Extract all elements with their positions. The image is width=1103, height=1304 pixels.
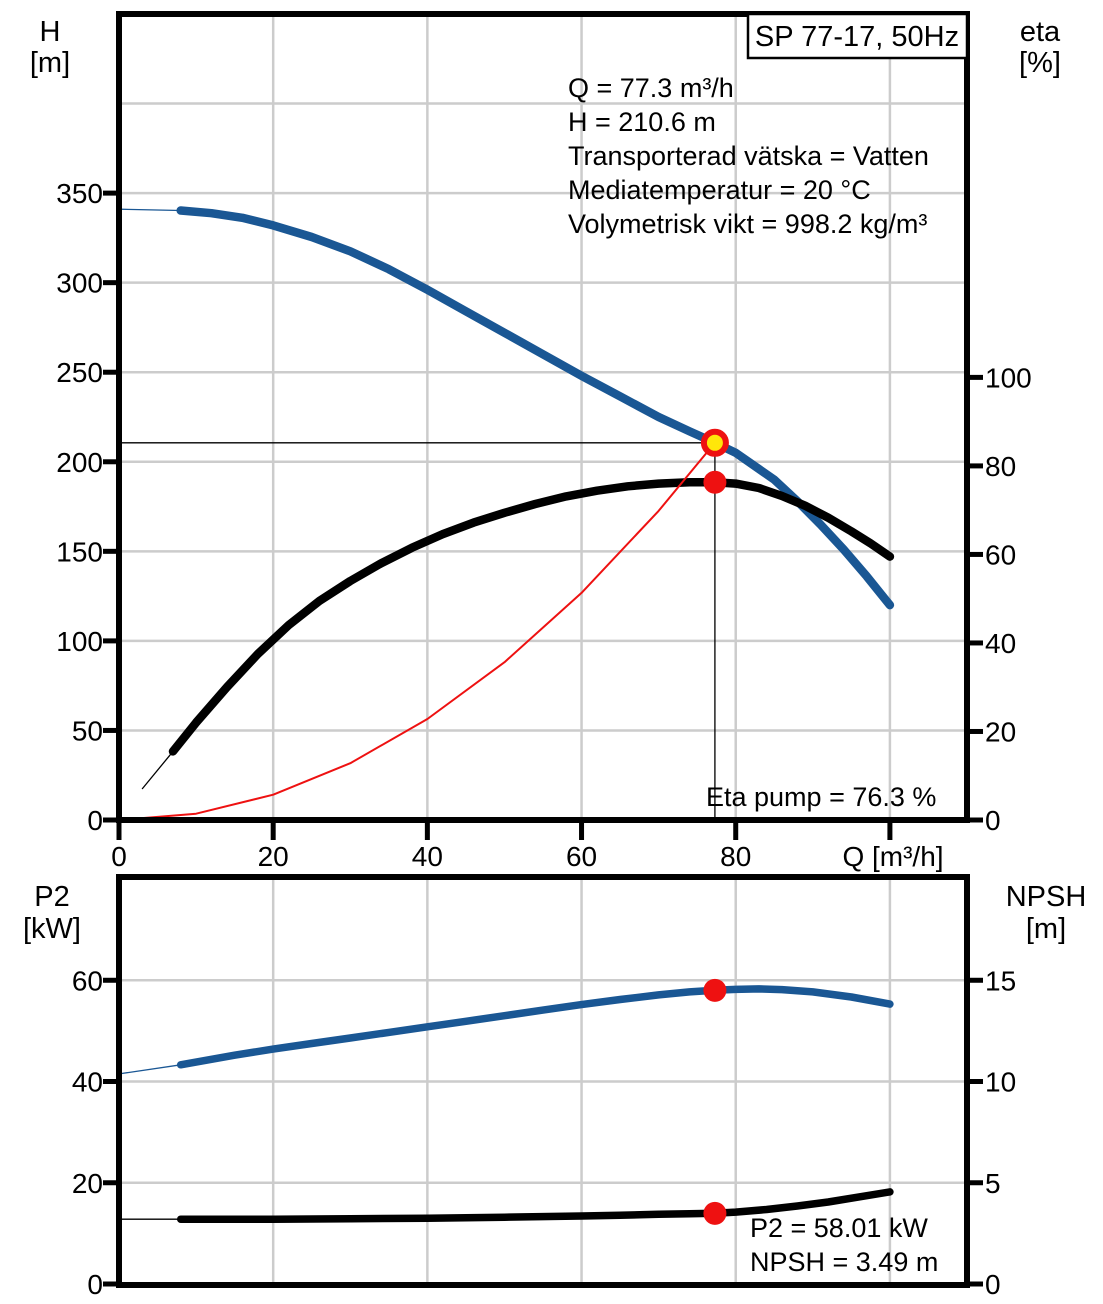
right-tick-label: 10 [985, 1067, 1016, 1098]
top-gridlines [119, 14, 967, 820]
info-line-h: H = 210.6 m [568, 107, 716, 137]
p2-axis-unit: [kW] [23, 913, 81, 945]
top-tick-labels: 0 50 100 150 200 250 300 350 0 20 40 60 80 100 0 20 40 60… [56, 178, 1031, 872]
left-tick-label: 150 [56, 536, 103, 567]
top-ticks [103, 190, 983, 840]
bottom-ticks [103, 977, 983, 1287]
top-markers [700, 428, 729, 494]
efficiency-curve [168, 478, 895, 756]
q-axis-label: Q [m³/h] [842, 841, 943, 872]
bottom-chart: 0 20 40 60 0 5 10 15 P2 [kW] NPSH [m] P2 = 58.0… [23, 874, 1087, 1300]
top-plot-border [116, 11, 970, 823]
npsh-curve [176, 1188, 894, 1223]
left-tick-label: 350 [56, 178, 103, 209]
left-tick-label: 50 [72, 715, 103, 746]
top-helper-lines [119, 442, 716, 820]
bottom-markers [703, 978, 727, 1225]
top-curves [119, 206, 895, 820]
operating-point-marker [700, 428, 729, 457]
efficiency-point-dot [703, 470, 727, 494]
left-tick-label: 40 [72, 1067, 103, 1098]
left-tick-label: 60 [72, 965, 103, 996]
npsh-axis-unit: [m] [1026, 913, 1066, 945]
pump-title-box [746, 12, 969, 60]
eta-axis-title: eta [1020, 16, 1061, 48]
x-tick-label: 0 [111, 841, 127, 872]
h-axis-title: H [40, 16, 61, 48]
info-line-density: Volymetrisk vikt = 998.2 kg/m³ [568, 209, 927, 239]
info-line-liquid: Transporterad vätska = Vatten [568, 141, 929, 171]
right-tick-label: 40 [985, 628, 1016, 659]
right-tick-label: 15 [985, 965, 1016, 996]
right-tick-label: 80 [985, 451, 1016, 482]
p2-curve-tail [119, 1064, 181, 1075]
eta-pump-label: Eta pump = 76.3 % [706, 782, 936, 812]
left-tick-label: 100 [56, 626, 103, 657]
bottom-tick-labels: 0 20 40 60 0 5 10 15 [72, 965, 1016, 1300]
right-tick-label: 5 [985, 1168, 1001, 1199]
left-tick-label: 250 [56, 357, 103, 388]
p2-curve [176, 985, 894, 1069]
left-tick-label: 300 [56, 268, 103, 299]
info-line-temp: Mediatemperatur = 20 °C [568, 175, 871, 205]
bottom-curves [119, 985, 894, 1223]
duty-info-block: Q = 77.3 m³/h H = 210.6 m Transporterad … [568, 73, 929, 239]
left-tick-label: 20 [72, 1168, 103, 1199]
x-tick-label: 20 [258, 841, 289, 872]
right-tick-label: 60 [985, 539, 1016, 570]
left-tick-label: 0 [87, 805, 103, 836]
left-tick-label: 200 [56, 447, 103, 478]
p2-point-dot [703, 978, 727, 1002]
h-axis-unit: [m] [30, 47, 70, 79]
left-tick-label: 0 [87, 1269, 103, 1300]
efficiency-curve-tail [141, 750, 174, 790]
right-tick-label: 100 [985, 362, 1032, 393]
system-curve [119, 441, 716, 820]
right-tick-label: 0 [985, 1269, 1001, 1300]
npsh-axis-title: NPSH [1006, 881, 1087, 913]
p2-axis-title: P2 [34, 881, 69, 913]
pump-title: SP 77-17, 50Hz [755, 21, 959, 53]
x-tick-label: 80 [720, 841, 751, 872]
eta-axis-unit: [%] [1019, 47, 1061, 79]
p2-value-label: P2 = 58.01 kW [750, 1213, 928, 1243]
right-tick-label: 0 [985, 805, 1001, 836]
head-curve [176, 206, 895, 610]
right-tick-label: 20 [985, 716, 1016, 747]
info-line-q: Q = 77.3 m³/h [568, 73, 734, 103]
npsh-point-dot [703, 1201, 727, 1225]
x-tick-label: 60 [566, 841, 597, 872]
x-tick-label: 40 [412, 841, 443, 872]
head-curve-tail [119, 208, 181, 212]
npsh-value-label: NPSH = 3.49 m [750, 1247, 938, 1277]
top-chart: 0 50 100 150 200 250 300 350 0 20 40 60 80 100 0 20 40 60… [30, 11, 1061, 872]
